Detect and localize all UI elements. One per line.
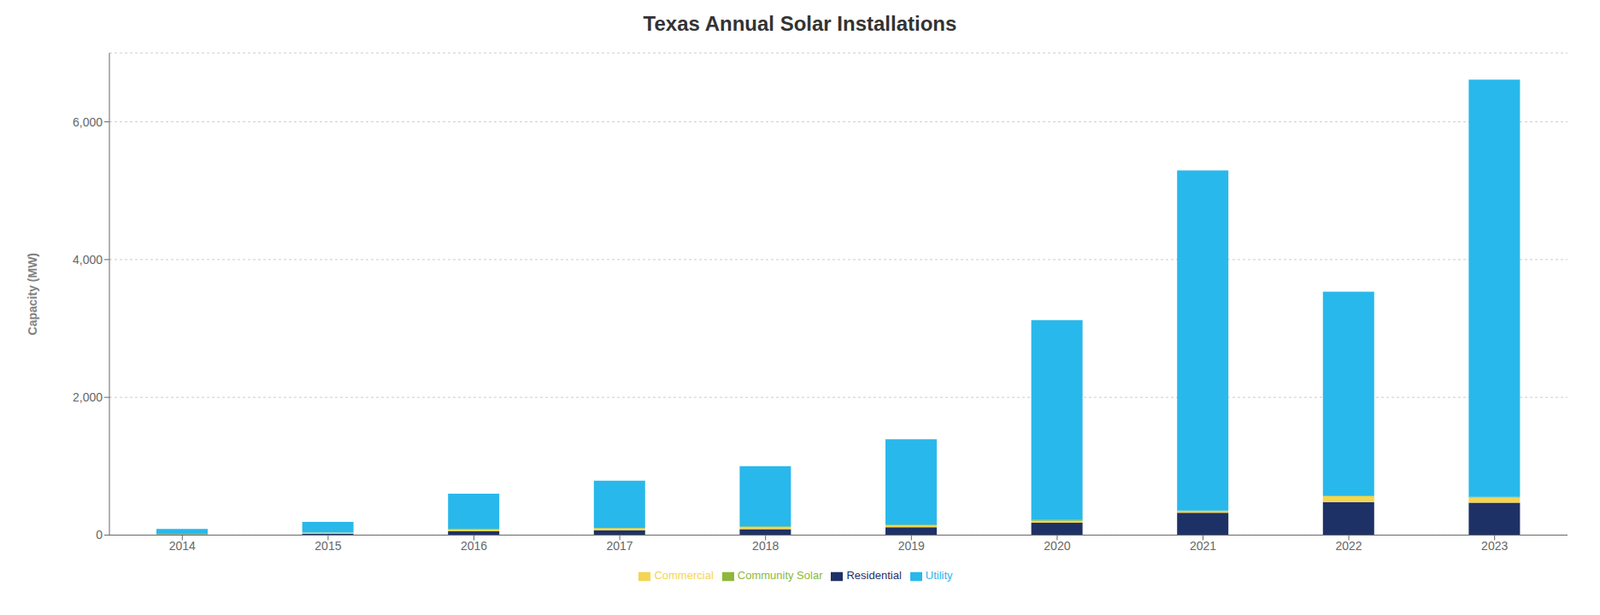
svg-text:2,000: 2,000 bbox=[72, 390, 103, 405]
html-text:Commercial: Commercial bbox=[654, 569, 714, 583]
svg-text:2021: 2021 bbox=[1189, 539, 1217, 553]
html-text:Texas Annual Solar Installatio: Texas Annual Solar Installations bbox=[643, 11, 957, 36]
svg-text:2018: 2018 bbox=[752, 539, 779, 553]
html-text:Utility: Utility bbox=[925, 569, 953, 583]
svg-text:2014: 2014 bbox=[169, 539, 196, 553]
svg-text:2015: 2015 bbox=[314, 539, 342, 553]
svg-text:2020: 2020 bbox=[1043, 539, 1071, 553]
svg-text:2019: 2019 bbox=[898, 539, 925, 553]
svg-text:6,000: 6,000 bbox=[72, 115, 103, 130]
svg-text:2023: 2023 bbox=[1481, 539, 1508, 553]
svg-text:Capacity (MW): Capacity (MW) bbox=[25, 252, 40, 336]
svg-text:4,000: 4,000 bbox=[72, 252, 103, 267]
svg-text:2022: 2022 bbox=[1335, 539, 1363, 553]
html-text:Residential: Residential bbox=[846, 569, 902, 583]
svg-text:0: 0 bbox=[95, 528, 103, 542]
svg-text:2017: 2017 bbox=[606, 539, 634, 553]
svg-text:2016: 2016 bbox=[460, 539, 488, 553]
html-text:Community Solar: Community Solar bbox=[737, 569, 823, 583]
